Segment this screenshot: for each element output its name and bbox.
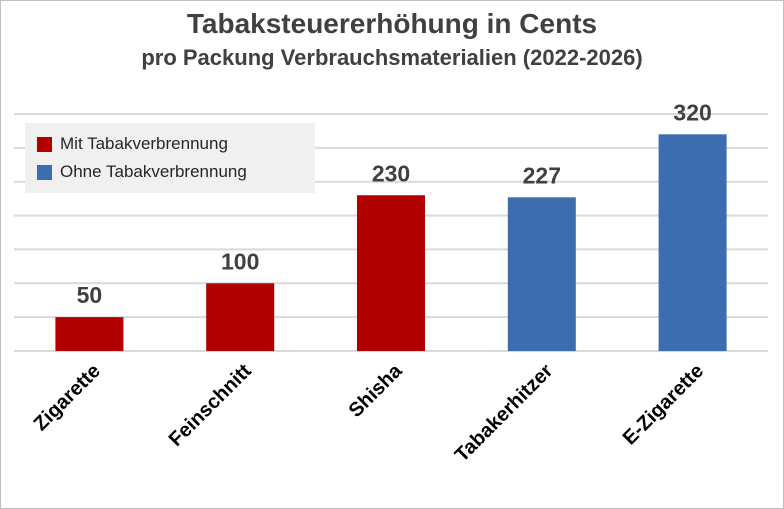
bar — [206, 283, 275, 351]
bar — [507, 197, 576, 351]
legend: Mit Tabakverbrennung Ohne Tabakverbrennu… — [25, 123, 315, 193]
bar — [55, 317, 124, 351]
x-tick-label: Tabakerhitzer — [451, 360, 558, 467]
bar — [357, 195, 425, 351]
chart-subtitle: pro Packung Verbrauchsmaterialien (2022-… — [141, 45, 643, 70]
data-label: 100 — [221, 248, 259, 274]
x-tick-label: Shisha — [345, 359, 408, 422]
data-label: 320 — [673, 99, 711, 125]
data-label: 50 — [77, 282, 103, 308]
legend-item-ohne: Ohne Tabakverbrennung — [37, 162, 247, 182]
chart-title: Tabaksteuererhöhung in Cents — [186, 8, 598, 39]
legend-swatch-ohne — [37, 164, 52, 180]
x-tick-label: E-Zigarette — [619, 360, 708, 449]
legend-swatch-mit — [37, 136, 52, 152]
x-tick-label: Zigarette — [30, 360, 105, 435]
x-tick-label: Feinschnitt — [165, 360, 256, 451]
data-label: 230 — [372, 160, 410, 186]
legend-label-ohne: Ohne Tabakverbrennung — [60, 162, 247, 181]
legend-label-mit: Mit Tabakverbrennung — [60, 134, 228, 153]
bar — [658, 134, 727, 351]
data-label: 227 — [523, 162, 561, 188]
legend-item-mit: Mit Tabakverbrennung — [37, 134, 228, 154]
